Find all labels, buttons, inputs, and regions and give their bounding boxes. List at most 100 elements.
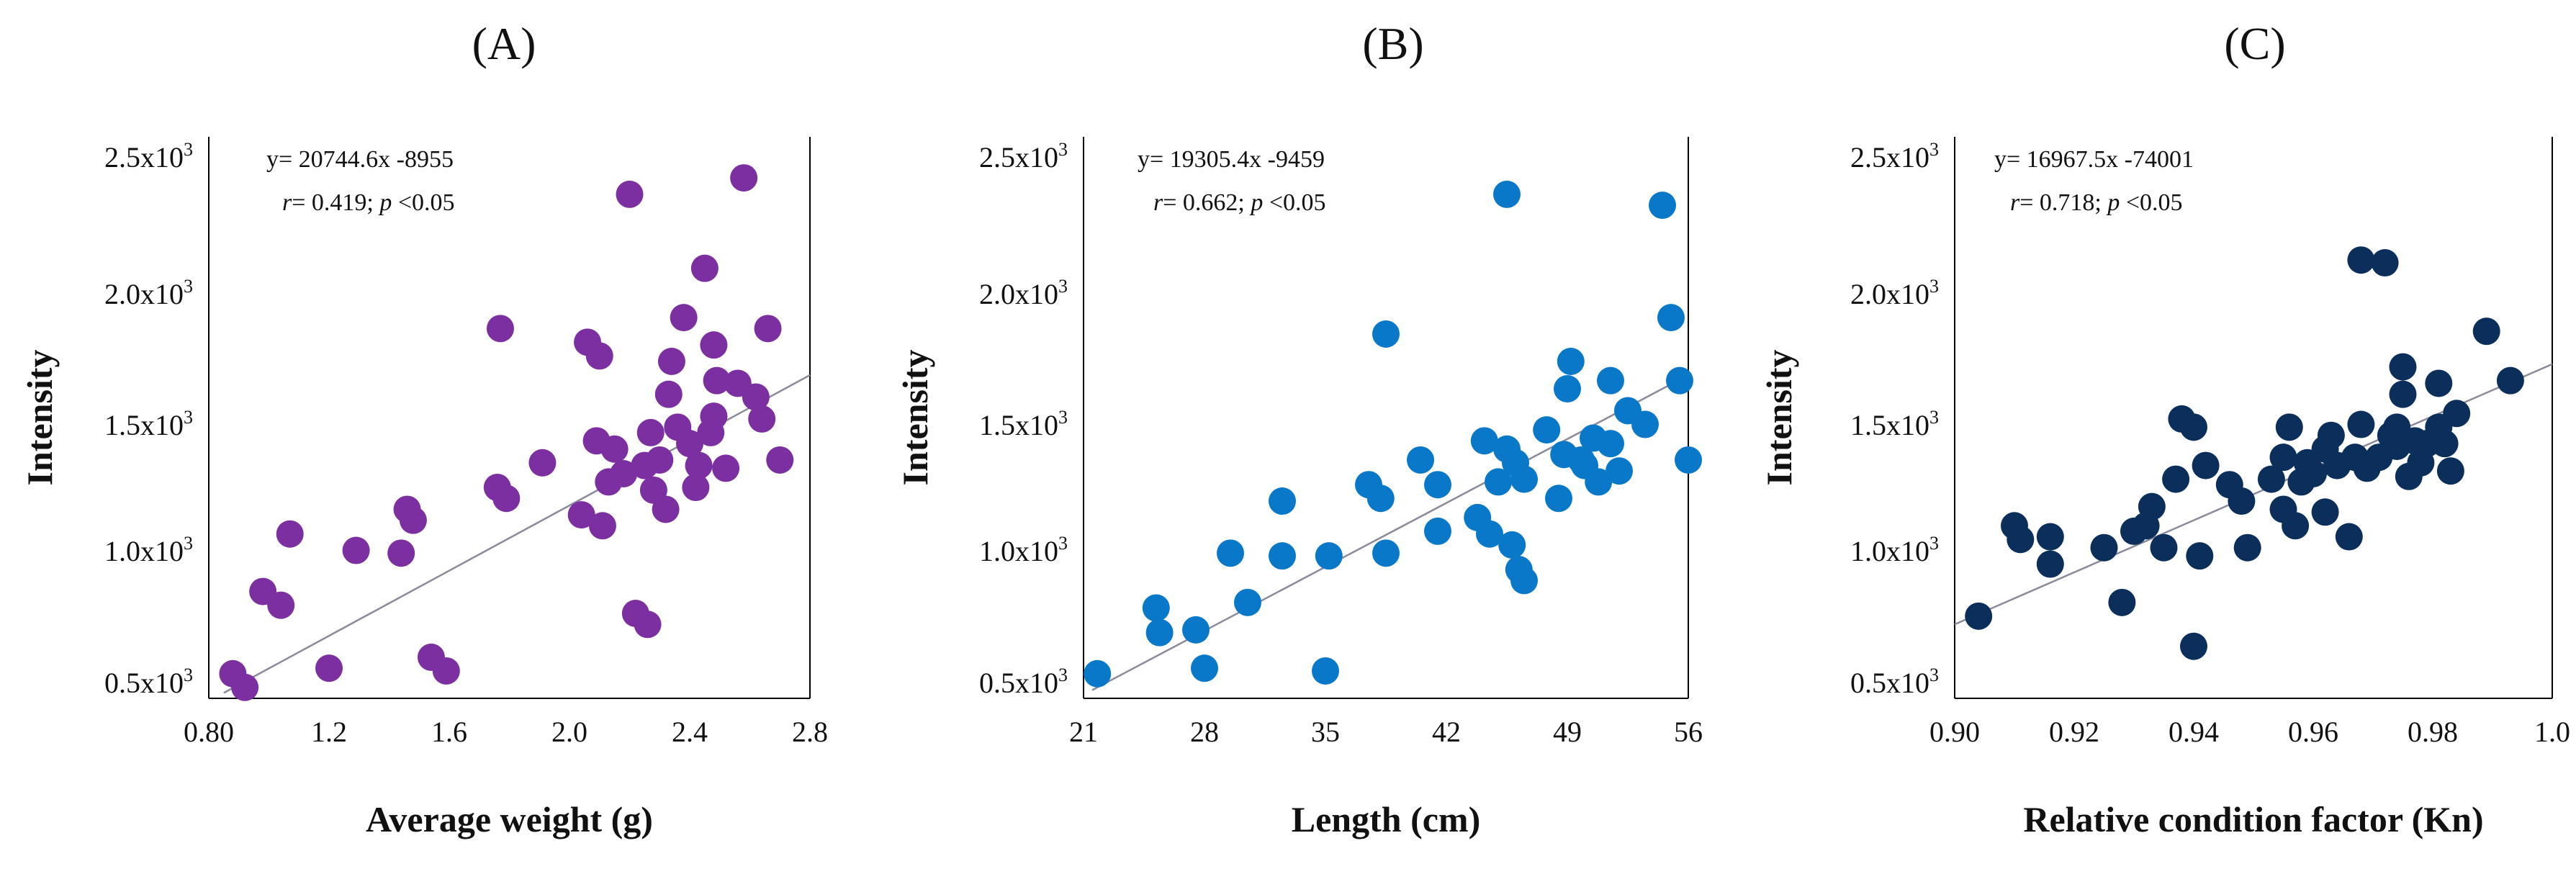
data-point	[2233, 533, 2261, 562]
data-point	[682, 474, 710, 502]
r-symbol: r	[1153, 189, 1163, 216]
data-point	[616, 180, 644, 208]
y-tick-base: 1.5x10	[104, 409, 184, 441]
panel-label: (C)	[2224, 18, 2285, 69]
data-point	[2335, 523, 2363, 551]
data-point	[276, 520, 304, 548]
r-symbol: r	[2010, 189, 2020, 216]
p-symbol: p	[2106, 189, 2120, 216]
x-axis-label: Length (cm)	[1292, 799, 1480, 839]
data-point	[267, 591, 295, 619]
y-tick-label: 2.5x103	[104, 139, 193, 174]
y-tick-exponent: 3	[1929, 276, 1939, 297]
data-point	[657, 348, 685, 375]
data-point	[2090, 533, 2118, 562]
data-point	[2496, 366, 2524, 395]
data-point	[2371, 249, 2399, 277]
data-point	[1631, 410, 1659, 438]
data-point	[2108, 588, 2136, 616]
y-tick-base: 2.0x10	[104, 278, 184, 310]
data-point	[1585, 468, 1613, 496]
regression-equation: y= 16967.5x -74001	[1994, 146, 2194, 173]
data-point	[1424, 517, 1451, 545]
x-tick-label: 2.4	[672, 716, 708, 748]
y-tick-base: 2.5x10	[104, 141, 184, 174]
p-value: <0.05	[2120, 189, 2182, 216]
x-tick-label: 0.90	[1929, 716, 1980, 748]
data-point	[2425, 369, 2453, 397]
data-point	[2472, 317, 2500, 346]
data-point	[700, 331, 728, 359]
data-point	[1510, 567, 1538, 595]
y-tick-exponent: 3	[1929, 139, 1939, 160]
data-point	[1666, 366, 1693, 395]
x-tick-label: 0.98	[2408, 716, 2458, 748]
data-point	[2138, 492, 2166, 521]
data-point	[1372, 320, 1400, 348]
y-tick-label: 1.5x103	[104, 407, 193, 441]
data-point	[2436, 457, 2464, 485]
data-point	[1493, 180, 1521, 208]
data-point	[1234, 588, 1261, 616]
data-point	[2180, 413, 2207, 441]
data-point	[2275, 413, 2303, 441]
data-point	[2317, 421, 2345, 449]
data-point	[1084, 659, 1112, 688]
data-point	[1597, 430, 1624, 458]
data-point	[2228, 487, 2256, 515]
data-point	[387, 539, 415, 567]
data-point	[1407, 446, 1434, 474]
data-point	[685, 451, 713, 479]
data-point	[766, 446, 794, 474]
data-point	[1142, 594, 1170, 622]
x-tick-label: 0.96	[2288, 716, 2338, 748]
regression-line	[1091, 374, 1689, 691]
data-point	[1182, 616, 1210, 644]
data-point	[492, 485, 521, 513]
y-tick-base: 0.5x10	[979, 667, 1058, 699]
y-tick-label: 1.0x103	[1850, 533, 1939, 567]
data-point	[2311, 498, 2339, 526]
scatter-panel: (A)2.5x1032.0x1031.5x1031.0x1030.5x1030.…	[19, 18, 828, 839]
x-tick-label: 2.0	[551, 716, 587, 748]
data-point	[712, 454, 740, 482]
y-tick-label: 0.5x103	[104, 664, 193, 699]
p-symbol: p	[378, 189, 392, 216]
y-tick-exponent: 3	[184, 139, 193, 160]
data-point	[730, 164, 758, 192]
x-tick-label: 0.94	[2169, 716, 2219, 748]
y-tick-base: 1.0x10	[104, 535, 184, 567]
y-tick-exponent: 3	[1929, 664, 1939, 685]
data-point	[1269, 542, 1296, 570]
x-tick-label: 1.6	[431, 716, 467, 748]
y-tick-label: 2.0x103	[979, 276, 1068, 310]
y-tick-base: 1.5x10	[1850, 409, 1929, 441]
data-point	[1597, 366, 1624, 395]
y-axis-label: Intensity	[895, 350, 935, 486]
x-tick-label: 42	[1432, 716, 1461, 748]
data-point	[670, 304, 698, 332]
x-tick-label: 28	[1190, 716, 1219, 748]
data-point	[636, 418, 665, 446]
data-point	[1315, 542, 1343, 570]
data-point	[610, 460, 638, 487]
data-point	[1675, 446, 1702, 474]
data-point	[2036, 550, 2064, 578]
data-point	[2431, 430, 2459, 458]
data-point	[585, 342, 613, 370]
x-tick-label: 35	[1311, 716, 1340, 748]
data-point	[1145, 618, 1174, 647]
data-point	[2150, 533, 2178, 562]
panel-label: (B)	[1362, 18, 1423, 69]
x-tick-label: 21	[1069, 716, 1098, 748]
data-point	[231, 673, 259, 701]
y-tick-label: 2.0x103	[104, 276, 193, 310]
data-point	[342, 536, 370, 564]
y-tick-base: 0.5x10	[104, 667, 184, 699]
y-tick-base: 2.0x10	[1850, 278, 1929, 310]
y-tick-label: 1.5x103	[1850, 407, 1939, 441]
y-tick-exponent: 3	[184, 407, 193, 428]
data-point	[1470, 427, 1498, 455]
data-point	[2192, 451, 2220, 479]
